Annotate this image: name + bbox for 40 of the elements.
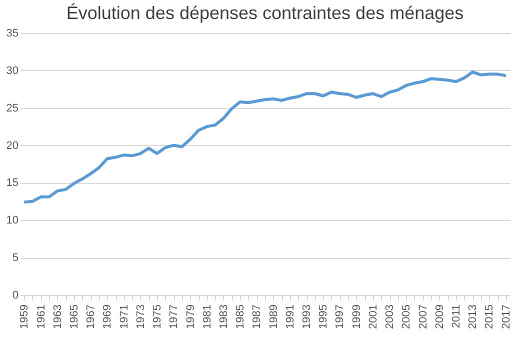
x-tick-label: 2015 [484, 304, 496, 329]
x-tick-label: 2007 [417, 304, 430, 329]
x-tick-label: 2005 [400, 304, 413, 329]
y-tick-label: 35 [6, 28, 18, 40]
x-tick-label: 1979 [184, 304, 197, 329]
x-tick-label: 1961 [35, 304, 48, 329]
x-tick-label: 2017 [500, 304, 512, 329]
x-tick-label: 1995 [318, 304, 330, 329]
x-tick-label: 1989 [268, 304, 280, 329]
x-tick-label: 2003 [384, 304, 396, 329]
chart-title: Évolution des dépenses contraintes des ménages [66, 3, 464, 23]
x-tick-label: 1987 [251, 304, 264, 329]
y-tick-label: 30 [6, 64, 18, 77]
x-tick-label: 1963 [52, 304, 64, 329]
x-tick-label: 1991 [284, 304, 296, 329]
y-tick-label: 0 [12, 290, 18, 302]
x-tick-label: 1997 [334, 304, 346, 329]
y-tick-label: 10 [6, 214, 18, 227]
x-tick-label: 1985 [234, 304, 247, 329]
x-tick-label: 1967 [85, 304, 98, 329]
x-tick-label: 2011 [450, 304, 463, 328]
y-tick-label: 15 [6, 177, 18, 190]
x-tick-label: 1977 [168, 304, 180, 329]
x-tick-label: 1969 [102, 304, 114, 329]
y-tick-label: 5 [12, 252, 18, 264]
x-tick-label: 2009 [434, 304, 446, 329]
x-tick-label: 1993 [301, 304, 314, 329]
x-tick-label: 2001 [367, 304, 380, 329]
y-tick-label: 25 [6, 102, 18, 114]
x-tick-label: 1973 [134, 304, 147, 329]
x-tick-label: 1983 [218, 304, 230, 329]
x-tick-label: 2013 [467, 304, 480, 329]
x-tick-label: 1999 [350, 304, 363, 329]
x-tick-label: 1971 [118, 304, 130, 329]
x-tick-label: 1975 [152, 304, 164, 329]
line-series [22, 70, 508, 204]
x-tick-label: 1959 [18, 304, 31, 329]
x-tick-label: 1981 [201, 304, 214, 329]
x-tick-label: 1965 [68, 304, 80, 329]
y-tick-label: 20 [6, 140, 18, 152]
